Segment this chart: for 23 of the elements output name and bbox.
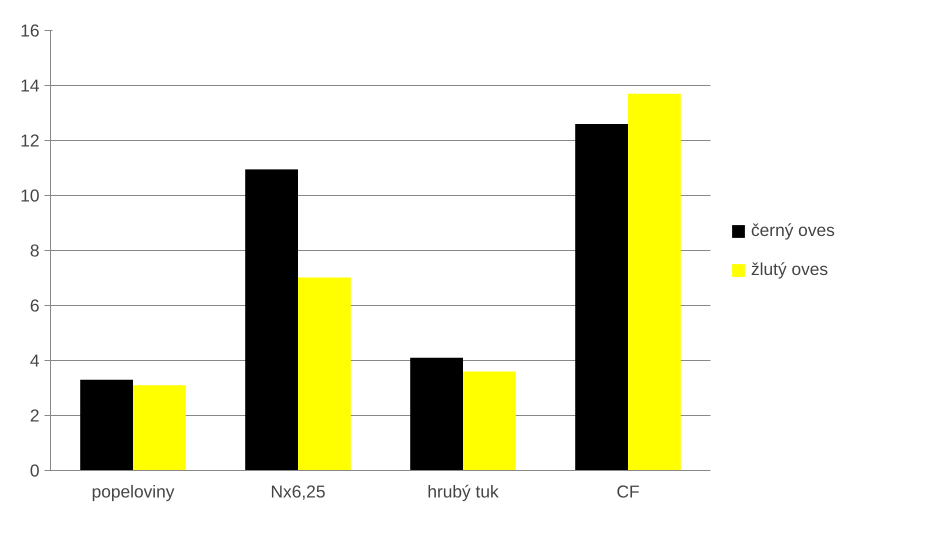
- y-tick-label: 8: [30, 240, 40, 260]
- x-tick-label: hrubý tuk: [427, 482, 499, 502]
- legend-label: černý oves: [751, 220, 835, 241]
- bar: [298, 277, 351, 470]
- bar: [575, 124, 628, 470]
- legend-label: žlutý oves: [751, 259, 828, 280]
- x-tick-label: Nx6,25: [270, 482, 326, 502]
- bar: [628, 94, 681, 470]
- bar: [133, 385, 186, 470]
- y-tick-label: 10: [20, 186, 40, 206]
- y-tick-label: 16: [20, 20, 40, 40]
- y-tick-label: 14: [20, 76, 40, 96]
- bar: [80, 380, 133, 470]
- bar: [463, 372, 516, 470]
- bar: [245, 169, 298, 470]
- y-tick-label: 12: [20, 130, 40, 150]
- x-tick-label: popeloviny: [92, 482, 175, 502]
- y-tick-label: 2: [30, 406, 40, 426]
- y-tick-label: 0: [30, 460, 40, 480]
- bar: [410, 358, 463, 470]
- y-tick-label: 4: [30, 350, 40, 370]
- y-tick-label: 6: [30, 296, 40, 316]
- x-tick-label: CF: [616, 482, 640, 502]
